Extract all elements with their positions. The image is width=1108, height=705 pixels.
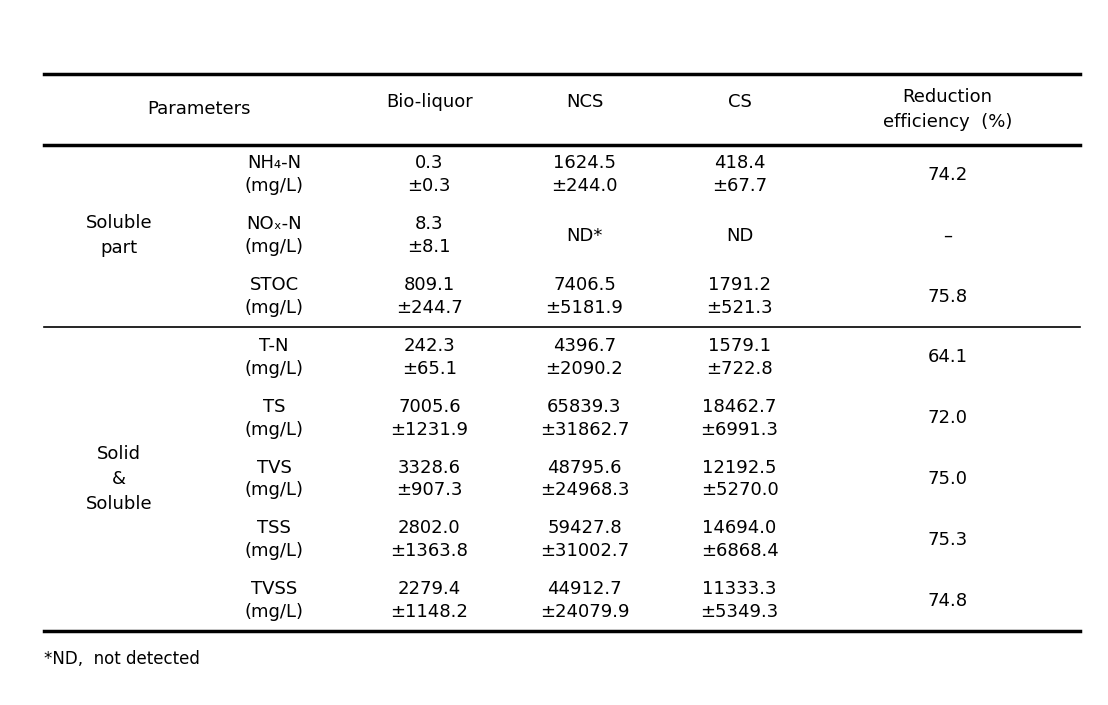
Text: 2279.4
±1148.2: 2279.4 ±1148.2 bbox=[390, 580, 469, 621]
Text: 0.3
±0.3: 0.3 ±0.3 bbox=[408, 154, 451, 195]
Text: 18462.7
±6991.3: 18462.7 ±6991.3 bbox=[700, 398, 779, 439]
Text: 74.2: 74.2 bbox=[927, 166, 967, 184]
Text: Reduction
efficiency  (%): Reduction efficiency (%) bbox=[883, 88, 1012, 130]
Text: 44912.7
±24079.9: 44912.7 ±24079.9 bbox=[540, 580, 629, 621]
Text: NCS: NCS bbox=[566, 93, 603, 111]
Text: STOC
(mg/L): STOC (mg/L) bbox=[245, 276, 304, 317]
Text: Soluble
part: Soluble part bbox=[85, 214, 153, 257]
Text: TVSS
(mg/L): TVSS (mg/L) bbox=[245, 580, 304, 621]
Text: 64.1: 64.1 bbox=[927, 348, 967, 367]
Text: 59427.8
±31002.7: 59427.8 ±31002.7 bbox=[540, 520, 629, 560]
Text: Bio-liquor: Bio-liquor bbox=[386, 93, 473, 111]
Text: 74.8: 74.8 bbox=[927, 591, 967, 610]
Text: NH₄-N
(mg/L): NH₄-N (mg/L) bbox=[245, 154, 304, 195]
Text: TVS
(mg/L): TVS (mg/L) bbox=[245, 458, 304, 499]
Text: 7005.6
±1231.9: 7005.6 ±1231.9 bbox=[390, 398, 469, 439]
Text: 1624.5
±244.0: 1624.5 ±244.0 bbox=[551, 154, 618, 195]
Text: 75.0: 75.0 bbox=[927, 470, 967, 488]
Text: TSS
(mg/L): TSS (mg/L) bbox=[245, 520, 304, 560]
Text: T-N
(mg/L): T-N (mg/L) bbox=[245, 337, 304, 378]
Text: 72.0: 72.0 bbox=[927, 409, 967, 427]
Text: 2802.0
±1363.8: 2802.0 ±1363.8 bbox=[390, 520, 469, 560]
Text: TS
(mg/L): TS (mg/L) bbox=[245, 398, 304, 439]
Text: 8.3
±8.1: 8.3 ±8.1 bbox=[408, 215, 451, 256]
Text: 65839.3
±31862.7: 65839.3 ±31862.7 bbox=[540, 398, 629, 439]
Text: 75.8: 75.8 bbox=[927, 288, 967, 305]
Text: 14694.0
±6868.4: 14694.0 ±6868.4 bbox=[700, 520, 779, 560]
Text: 7406.5
±5181.9: 7406.5 ±5181.9 bbox=[545, 276, 624, 317]
Text: 75.3: 75.3 bbox=[927, 531, 967, 548]
Text: 3328.6
±907.3: 3328.6 ±907.3 bbox=[396, 458, 463, 499]
Text: *ND,  not detected: *ND, not detected bbox=[44, 650, 201, 668]
Text: 418.4
±67.7: 418.4 ±67.7 bbox=[712, 154, 767, 195]
Text: 4396.7
±2090.2: 4396.7 ±2090.2 bbox=[545, 337, 624, 378]
Text: –: – bbox=[943, 227, 952, 245]
Text: 242.3
±65.1: 242.3 ±65.1 bbox=[402, 337, 456, 378]
Text: 48795.6
±24968.3: 48795.6 ±24968.3 bbox=[540, 458, 629, 499]
Text: ND*: ND* bbox=[566, 227, 603, 245]
Text: ND: ND bbox=[726, 227, 753, 245]
Text: NOₓ-N
(mg/L): NOₓ-N (mg/L) bbox=[245, 215, 304, 256]
Text: Parameters: Parameters bbox=[147, 100, 252, 118]
Text: 11333.3
±5349.3: 11333.3 ±5349.3 bbox=[700, 580, 779, 621]
Text: 809.1
±244.7: 809.1 ±244.7 bbox=[396, 276, 463, 317]
Text: Solid
&
Soluble: Solid & Soluble bbox=[85, 445, 153, 513]
Text: CS: CS bbox=[728, 93, 751, 111]
Text: 1579.1
±722.8: 1579.1 ±722.8 bbox=[706, 337, 773, 378]
Text: 12192.5
±5270.0: 12192.5 ±5270.0 bbox=[700, 458, 779, 499]
Text: 1791.2
±521.3: 1791.2 ±521.3 bbox=[706, 276, 773, 317]
